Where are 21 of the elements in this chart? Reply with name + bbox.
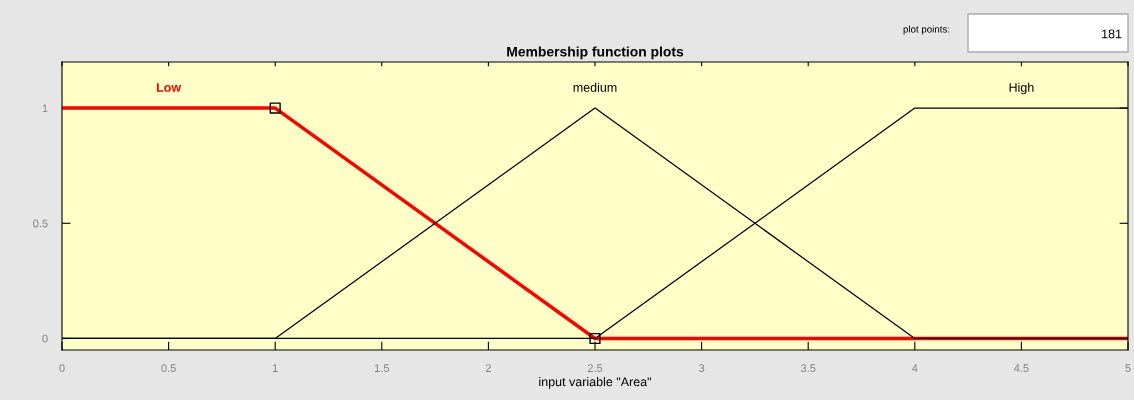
x-tick-label: 0 [59, 364, 65, 373]
y-tick-label: 0 [42, 334, 48, 343]
x-tick-label: 1 [272, 364, 278, 372]
chart-title: Membership function plots [507, 46, 684, 60]
x-tick-label: 1.5 [374, 364, 390, 373]
x-axis-title: input variable "Area" [539, 377, 652, 389]
x-tick-label: 2.5 [587, 364, 603, 373]
x-tick-label: 5 [1125, 364, 1131, 373]
series-label: High [1009, 82, 1034, 95]
x-tick-label: 3 [698, 364, 705, 373]
x-tick-label: 3.5 [800, 364, 816, 373]
text: 181 [1102, 29, 1122, 39]
y-tick-label: 0.5 [33, 219, 48, 228]
x-tick-label: 0.5 [161, 364, 176, 373]
x-tick-label: 2 [485, 364, 491, 372]
x-tick-label: 4.5 [1013, 364, 1029, 373]
series-label: medium [573, 82, 617, 92]
series-label: Low [156, 83, 182, 92]
text: plot points: [903, 25, 950, 35]
x-tick-label: 4 [911, 364, 918, 372]
y-tick-label: 1 [42, 104, 48, 113]
